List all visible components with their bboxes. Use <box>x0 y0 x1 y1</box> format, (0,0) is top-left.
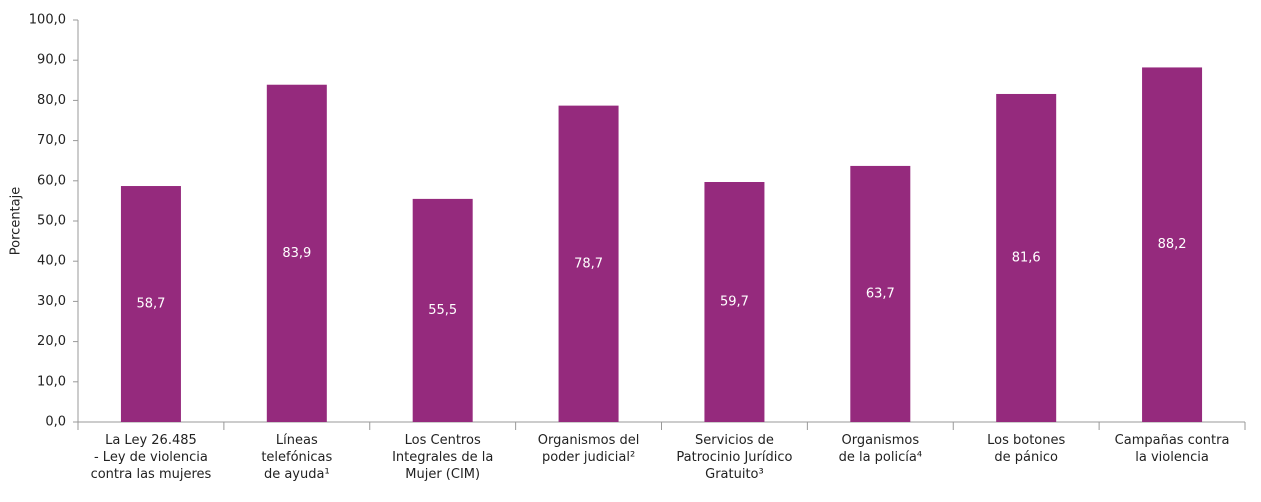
y-axis-label: Porcentaje <box>9 187 24 255</box>
x-tick-label: Organismos de la policía⁴ <box>839 433 922 465</box>
x-tick-label: Líneas telefónicas de ayuda¹ <box>261 433 332 482</box>
x-tick-label: La Ley 26.485- Ley de violencia contra la… <box>91 433 212 482</box>
value-label: 59,7 <box>720 295 749 310</box>
y-tick-label: 70,0 <box>37 133 66 148</box>
bar <box>850 165 911 422</box>
bar <box>996 93 1057 422</box>
x-tick-label: Organismos del poder judicial² <box>538 433 640 465</box>
x-tick-label: Los botones de pánico <box>987 433 1065 465</box>
bar <box>120 186 181 422</box>
y-tick-label: 50,0 <box>37 214 66 229</box>
y-tick-label: 20,0 <box>37 334 66 349</box>
bar <box>1142 67 1203 422</box>
bar <box>412 198 473 422</box>
x-tick-label: Servicios de Patrocinio Jurídico Gratuito³ <box>676 433 792 482</box>
bar <box>704 182 765 422</box>
y-tick-label: 100,0 <box>29 13 66 28</box>
x-tick-label: Campañas contra la violencia <box>1115 433 1230 465</box>
value-label: 55,5 <box>428 303 457 318</box>
y-tick-label: 40,0 <box>37 254 66 269</box>
bar <box>266 84 327 423</box>
value-label: 58,7 <box>136 297 165 312</box>
value-label: 81,6 <box>1012 250 1041 265</box>
y-tick-label: 30,0 <box>37 294 66 309</box>
value-label: 63,7 <box>866 286 895 301</box>
value-label: 78,7 <box>574 256 603 271</box>
y-tick-label: 0,0 <box>45 415 66 430</box>
value-label: 83,9 <box>282 246 311 261</box>
y-tick-label: 10,0 <box>37 374 66 389</box>
bar <box>558 105 619 422</box>
y-tick-label: 60,0 <box>37 173 66 188</box>
x-tick-label: Los Centros Integrales de la Mujer (CIM) <box>392 433 493 482</box>
value-label: 88,2 <box>1158 237 1187 252</box>
y-tick-label: 90,0 <box>37 53 66 68</box>
y-tick-label: 80,0 <box>37 93 66 108</box>
